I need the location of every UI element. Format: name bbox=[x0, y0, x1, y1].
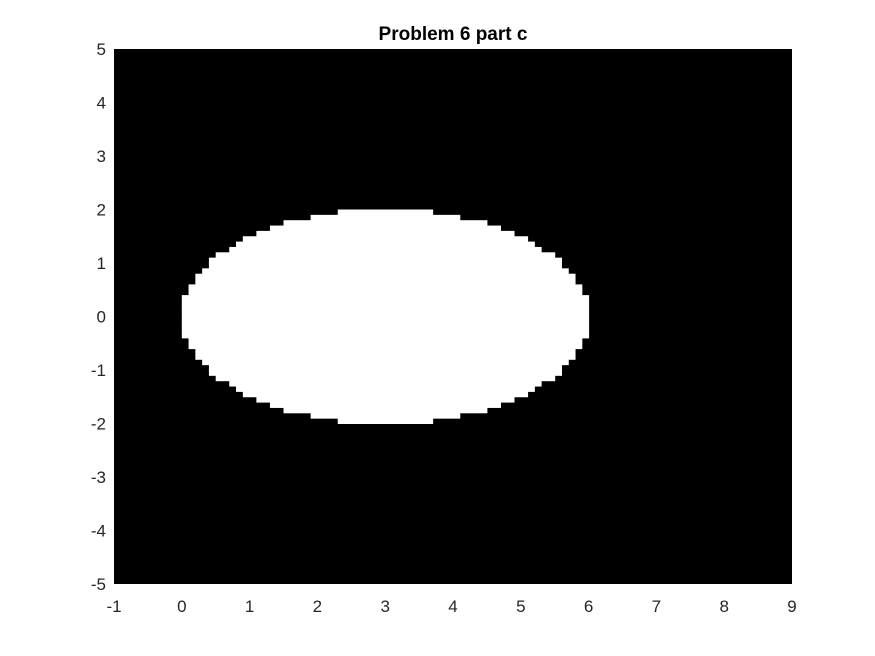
region-cell-row bbox=[188, 337, 583, 344]
region-cell-row bbox=[208, 263, 562, 269]
y-tick-label: -5 bbox=[91, 575, 106, 594]
x-tick-label: 3 bbox=[380, 597, 389, 616]
region-cell-row bbox=[181, 305, 590, 312]
region-cell-row bbox=[181, 327, 590, 334]
region-cell-row bbox=[256, 396, 515, 403]
region-cell-row bbox=[242, 391, 529, 398]
region-cell-row bbox=[188, 289, 583, 296]
region-cell-row bbox=[181, 295, 590, 301]
region-cell-row bbox=[269, 402, 501, 408]
region-cell-row bbox=[215, 252, 556, 259]
region-cell-row bbox=[269, 225, 501, 232]
x-tick-label: 2 bbox=[313, 597, 322, 616]
y-tick-label: -3 bbox=[91, 468, 106, 487]
x-tick-label: 9 bbox=[787, 597, 796, 616]
region-cell-row bbox=[202, 359, 569, 366]
x-tick-label: 8 bbox=[719, 597, 728, 616]
y-tick-label: -4 bbox=[91, 522, 106, 541]
region-cell-row bbox=[195, 273, 576, 280]
region-cell-row bbox=[337, 418, 434, 424]
region-cell-row bbox=[181, 332, 590, 339]
region-cell-row bbox=[337, 209, 434, 216]
region-cell-row bbox=[242, 236, 529, 243]
y-tick-label: 5 bbox=[97, 40, 106, 59]
x-tick-label: 5 bbox=[516, 597, 525, 616]
region-cell-row bbox=[208, 370, 562, 376]
region-cell-row bbox=[202, 268, 569, 275]
region-cell-row bbox=[229, 246, 542, 253]
white-region bbox=[181, 209, 590, 424]
region-cell-row bbox=[283, 407, 488, 414]
region-cell-row bbox=[208, 257, 562, 264]
x-tick-label: 4 bbox=[448, 597, 457, 616]
x-axis: -1 0 1 2 3 4 5 6 7 8 9 bbox=[106, 597, 796, 616]
x-tick-label: -1 bbox=[106, 597, 121, 616]
region-cell-row bbox=[310, 412, 461, 419]
y-tick-label: 3 bbox=[97, 147, 106, 166]
region-cell-row bbox=[181, 316, 590, 323]
y-tick-label: -1 bbox=[91, 361, 106, 380]
y-tick-label: -2 bbox=[91, 415, 106, 434]
region-cell-row bbox=[236, 386, 535, 392]
x-tick-label: 6 bbox=[584, 597, 593, 616]
x-tick-label: 1 bbox=[245, 597, 254, 616]
y-tick-label: 0 bbox=[97, 308, 106, 327]
x-tick-label: 7 bbox=[652, 597, 661, 616]
region-cell-row bbox=[236, 241, 535, 248]
y-tick-label: 4 bbox=[97, 94, 106, 113]
region-cell-row bbox=[188, 343, 583, 350]
region-cell-row bbox=[181, 300, 590, 307]
region-cell-row bbox=[215, 375, 556, 382]
region-cell-row bbox=[195, 353, 576, 360]
region-cell-row bbox=[256, 230, 515, 237]
region-cell-row bbox=[181, 311, 590, 317]
region-cell-row bbox=[310, 214, 461, 221]
chart-title: Problem 6 part c bbox=[379, 24, 528, 45]
region-cell-row bbox=[195, 279, 576, 285]
region-cell-row bbox=[229, 380, 542, 387]
y-tick-label: 2 bbox=[97, 201, 106, 220]
x-tick-label: 0 bbox=[177, 597, 186, 616]
region-cell-row bbox=[181, 321, 590, 328]
y-tick-label: 1 bbox=[97, 254, 106, 273]
region-cell-row bbox=[195, 348, 576, 355]
y-axis: 5 4 3 2 1 0 -1 -2 -3 -4 -5 bbox=[91, 40, 106, 594]
region-cell-row bbox=[283, 220, 488, 227]
region-cell-row bbox=[208, 364, 562, 371]
region-cell-row bbox=[188, 284, 583, 291]
